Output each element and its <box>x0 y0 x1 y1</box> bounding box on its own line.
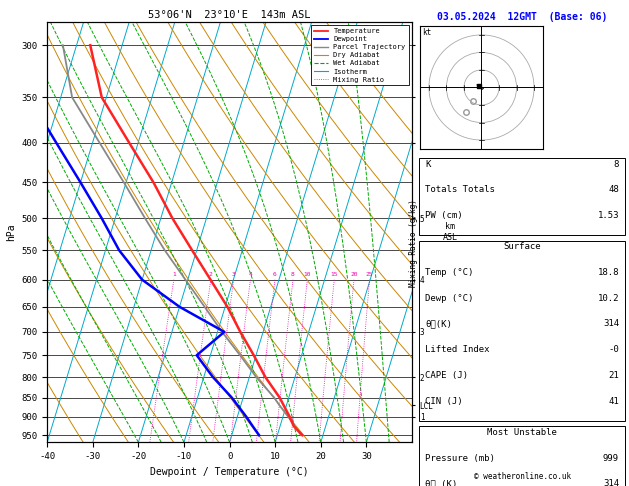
Title: 53°06'N  23°10'E  143m ASL: 53°06'N 23°10'E 143m ASL <box>148 10 311 20</box>
Text: Pressure (mb): Pressure (mb) <box>425 453 495 463</box>
Text: 2: 2 <box>209 272 213 277</box>
Text: 10: 10 <box>304 272 311 277</box>
Text: 314: 314 <box>603 479 619 486</box>
Text: θᴇ (K): θᴇ (K) <box>425 479 457 486</box>
Text: Dewp (°C): Dewp (°C) <box>425 294 474 303</box>
Text: kt: kt <box>422 28 431 37</box>
Text: 1: 1 <box>172 272 175 277</box>
Legend: Temperature, Dewpoint, Parcel Trajectory, Dry Adiabat, Wet Adiabat, Isotherm, Mi: Temperature, Dewpoint, Parcel Trajectory… <box>311 25 408 86</box>
Text: 25: 25 <box>366 272 374 277</box>
Text: 8: 8 <box>614 159 619 169</box>
Text: 18.8: 18.8 <box>598 268 619 277</box>
Text: 15: 15 <box>330 272 338 277</box>
Text: Surface: Surface <box>503 243 541 251</box>
Text: PW (cm): PW (cm) <box>425 211 463 220</box>
Text: 21: 21 <box>608 371 619 380</box>
Y-axis label: hPa: hPa <box>6 223 16 241</box>
Text: 1.53: 1.53 <box>598 211 619 220</box>
Text: Mixing Ratio (g/kg): Mixing Ratio (g/kg) <box>409 199 418 287</box>
Text: CIN (J): CIN (J) <box>425 397 463 405</box>
Text: Lifted Index: Lifted Index <box>425 345 489 354</box>
Text: K: K <box>425 159 430 169</box>
Bar <box>419 241 625 421</box>
Text: θᴇ(K): θᴇ(K) <box>425 319 452 329</box>
Text: Temp (°C): Temp (°C) <box>425 268 474 277</box>
Text: 314: 314 <box>603 319 619 329</box>
X-axis label: Dewpoint / Temperature (°C): Dewpoint / Temperature (°C) <box>150 467 309 477</box>
Text: © weatheronline.co.uk: © weatheronline.co.uk <box>474 472 571 481</box>
Text: 6: 6 <box>273 272 277 277</box>
Text: 4: 4 <box>248 272 252 277</box>
Text: -0: -0 <box>608 345 619 354</box>
Text: CAPE (J): CAPE (J) <box>425 371 468 380</box>
Bar <box>419 158 625 235</box>
Text: Totals Totals: Totals Totals <box>425 185 495 194</box>
Y-axis label: km
ASL: km ASL <box>443 223 458 242</box>
Text: 8: 8 <box>291 272 295 277</box>
Text: 48: 48 <box>608 185 619 194</box>
Text: 3: 3 <box>231 272 235 277</box>
Text: 41: 41 <box>608 397 619 405</box>
Text: 03.05.2024  12GMT  (Base: 06): 03.05.2024 12GMT (Base: 06) <box>437 12 607 22</box>
Text: 10.2: 10.2 <box>598 294 619 303</box>
Bar <box>419 426 625 486</box>
Text: Most Unstable: Most Unstable <box>487 428 557 437</box>
Text: 20: 20 <box>350 272 358 277</box>
Text: 999: 999 <box>603 453 619 463</box>
